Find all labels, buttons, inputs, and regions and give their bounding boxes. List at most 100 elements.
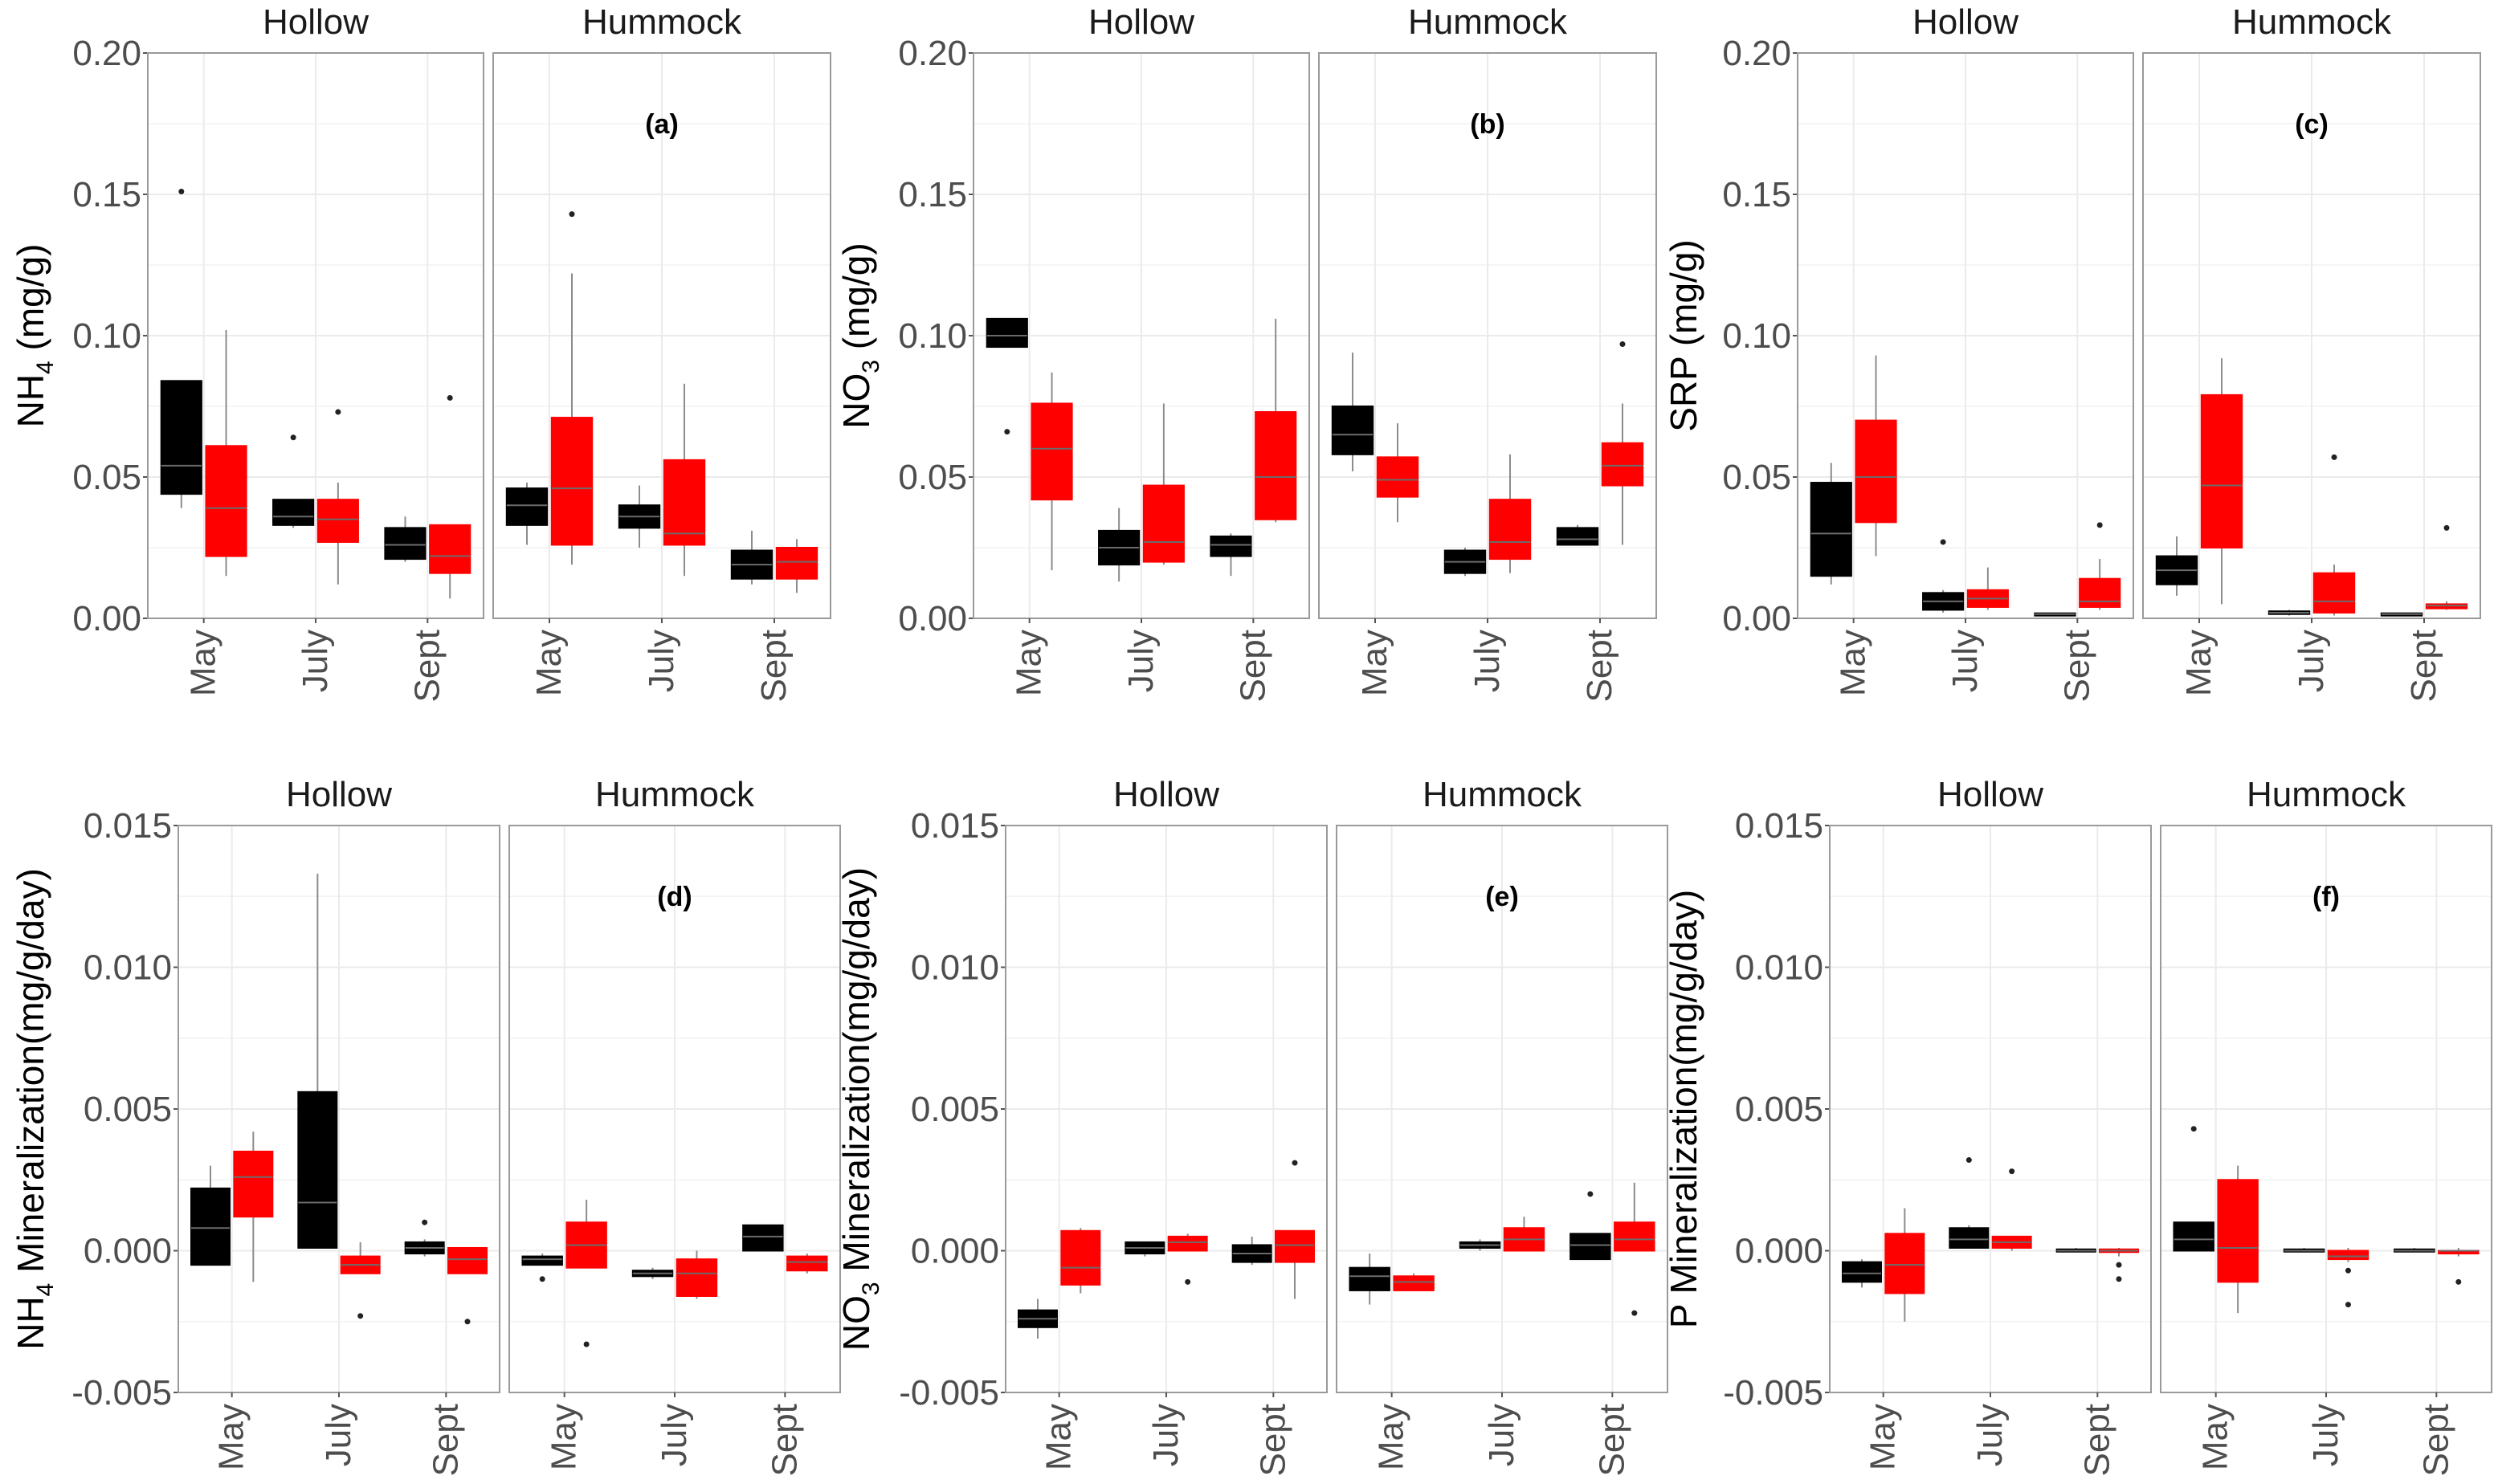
box-red [316,409,359,585]
x-tick-label: July [296,630,335,692]
box-body [384,527,427,561]
box-red [2425,524,2468,610]
facet-strip-label: Hummock [2232,2,2392,42]
box-red [2079,522,2121,610]
x-tick-label: May [1355,630,1394,696]
facet-strip-label: Hollow [263,2,369,42]
box-black [631,1267,674,1279]
y-tick-label: 0.15 [1722,175,1791,214]
chart-5: -0.005 0.000 0.005 0.010 0.015 P Mineralizati… [1663,775,2492,1477]
box-body [1060,1229,1101,1286]
box-red [2200,358,2243,605]
outlier-point [447,394,453,401]
y-tick-label: 0.005 [911,1090,999,1129]
x-tick-label: Sept [754,630,794,703]
box-black [2173,1126,2214,1252]
outlier-point [2331,454,2337,460]
box-black [2055,1247,2096,1253]
box-red [1031,372,1073,571]
box-black [1098,508,1141,582]
box-body [775,547,818,580]
facet-hollow: Hollow May July Sept [178,775,500,1477]
box-body [1614,1221,1655,1252]
facet-strip-label: Hollow [1113,775,1219,814]
box-body [2200,393,2243,549]
y-axis-title-tail: (mg/g) [835,243,877,360]
box-body [1488,499,1532,561]
box-red [1275,1160,1315,1299]
box-black [1810,463,1852,585]
box-body [676,1258,718,1297]
y-axis-title-subscript: 3 [858,360,884,373]
x-tick-label: May [2196,1404,2235,1470]
facet-strip-label: Hummock [2247,775,2406,814]
x-tick-label: May [184,630,223,696]
facet-hummock: Hummock (d) May July Sept [508,775,841,1477]
y-axis-title: NH4 (mg/g) [10,244,59,428]
chart-4: -0.005 0.000 0.005 0.010 0.015 NO3 Mineraliza… [835,775,1668,1477]
x-tick-label: Sept [407,630,447,703]
box-red [1060,1228,1101,1294]
box-red [676,1250,718,1299]
facet-strip-label: Hummock [1423,775,1582,814]
panel-tag: (a) [645,109,679,140]
box-body [1349,1266,1390,1291]
box-body [316,499,359,543]
facet-hummock: Hummock (a) May July Sept [492,2,831,703]
x-tick-label: July [655,1404,694,1466]
y-tick-label: 0.015 [84,806,172,846]
x-tick-label: Sept [2416,1404,2455,1477]
outlier-point [357,1313,364,1319]
x-tick-label: May [1372,1404,1411,1470]
box-body [1601,442,1644,487]
x-tick-label: Sept [2404,630,2443,703]
y-axis-title-tail: Mineralization(mg/g/day) [10,868,51,1282]
y-tick-label: 0.015 [1735,806,1823,846]
box-black [986,317,1028,435]
outlier-point [1185,1278,1191,1285]
box-red [1991,1168,2032,1251]
box-body [160,380,202,495]
y-tick-label: 0.005 [1735,1090,1823,1129]
facet-strip-label: Hollow [1937,775,2043,814]
outlier-point [2009,1168,2015,1175]
box-body [1167,1235,1208,1252]
y-tick-label: -0.005 [71,1373,172,1413]
box-black [297,874,338,1249]
x-tick-label: July [1482,1404,1521,1466]
y-tick-label: -0.005 [899,1373,999,1413]
y-axis-title-main: NO [835,1295,877,1351]
box-body [1255,411,1297,520]
outlier-point [1292,1160,1298,1166]
box-red [447,1246,488,1325]
box-red [429,394,471,599]
x-tick-label: May [529,630,569,696]
x-tick-label: May [545,1404,584,1470]
box-body [1210,535,1252,557]
facet-strip-label: Hollow [286,775,392,814]
y-tick-label: 0.015 [911,806,999,846]
outlier-point [2345,1267,2351,1274]
box-black [1210,533,1252,577]
y-axis-title: NO3 Mineralization(mg/g/day) [835,867,884,1351]
y-axis-title: P Mineralization(mg/g/day) [1663,890,1704,1328]
y-axis-title-tail: Mineralization(mg/g/day) [835,867,877,1282]
box-black [1922,539,1965,613]
x-tick-label: May [212,1404,251,1470]
facet-strip-label: Hummock [582,2,742,42]
panel-tag: (b) [1470,109,1504,140]
box-red [1376,423,1419,523]
y-tick-label: -0.005 [1723,1373,1823,1413]
y-axis-title: NH4 Mineralization(mg/g/day) [10,868,59,1350]
box-red [1488,454,1532,573]
y-axis-title-subscript: 4 [32,1283,59,1297]
box-black [1459,1239,1501,1251]
y-axis-title-main: P Mineralization(mg/g/day) [1663,890,1704,1328]
y-tick-label: 0.00 [72,599,141,638]
y-tick-label: 0.005 [84,1090,172,1129]
box-black [1125,1241,1165,1257]
outlier-point [583,1341,590,1347]
x-tick-label: July [1121,630,1161,692]
y-tick-label: 0.010 [84,948,172,988]
